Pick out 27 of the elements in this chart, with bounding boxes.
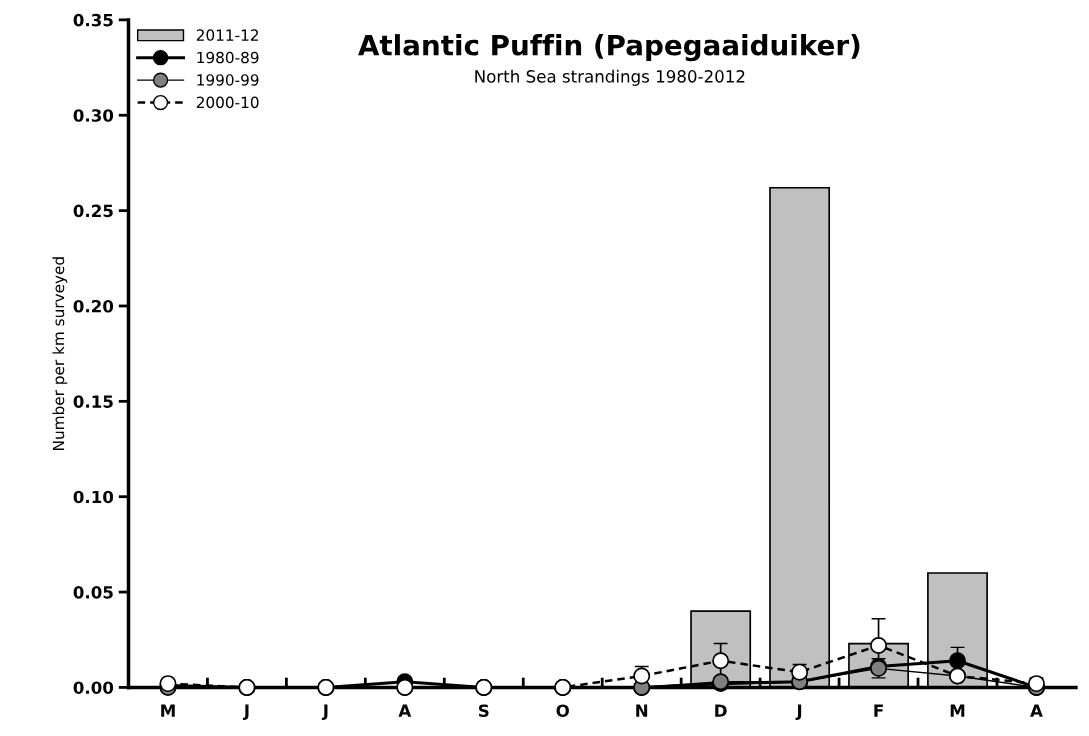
x-tick-label: M bbox=[161, 704, 175, 717]
y-tick-label: 0.30 bbox=[73, 109, 114, 122]
x-tick-label: F bbox=[874, 704, 883, 717]
y-tick-label: 0.20 bbox=[73, 299, 114, 313]
x-tick-label: N bbox=[636, 704, 648, 717]
y-tick-label: 0.10 bbox=[73, 490, 114, 504]
x-tick-label: A bbox=[398, 704, 412, 717]
legend-label: 2000-10 bbox=[196, 96, 259, 109]
x-tick-label: J bbox=[321, 704, 328, 721]
x-tick-label: A bbox=[1030, 704, 1043, 717]
y-tick-label: 0.15 bbox=[73, 395, 113, 408]
x-tick-label: J bbox=[795, 704, 802, 721]
y-tick-label: 0.25 bbox=[73, 204, 113, 218]
legend-label: 1990-99 bbox=[197, 74, 259, 86]
y-tick-label: 0.05 bbox=[73, 586, 113, 599]
x-tick-label: M bbox=[950, 704, 965, 717]
legend-label: 2011-12 bbox=[196, 29, 259, 41]
x-tick-label: D bbox=[715, 704, 727, 717]
legend-label: 1980-89 bbox=[197, 51, 259, 64]
text: North Sea strandings 1980-2012 bbox=[475, 69, 745, 86]
y-tick-label: 0.00 bbox=[73, 681, 114, 694]
chart-title: Atlantic Puffin (Papegaaiduiker) bbox=[358, 34, 860, 62]
x-tick-label: J bbox=[242, 704, 249, 721]
x-tick-label: S bbox=[478, 704, 489, 717]
y-axis-title: Number per km surveyed bbox=[52, 257, 68, 450]
y-tick-label: 0.35 bbox=[73, 13, 113, 27]
x-tick-label: O bbox=[556, 704, 569, 717]
